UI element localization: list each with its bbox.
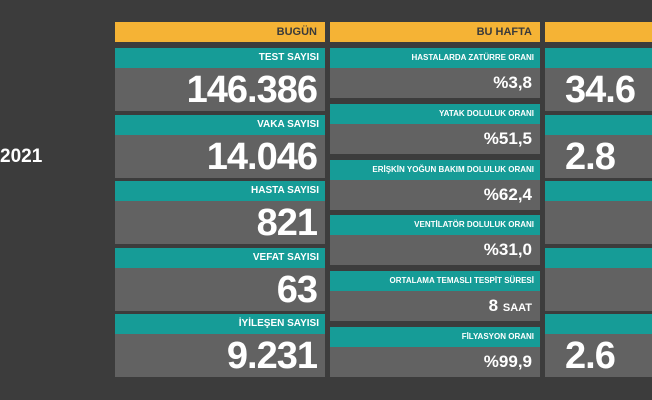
item-value: 14.046: [115, 134, 325, 178]
item-value: 146.386: [115, 68, 325, 111]
item-label: [545, 114, 652, 135]
item-value: %31,0: [483, 240, 532, 260]
item-value: 9.231: [115, 334, 325, 377]
item-label: FİLYASYON ORANI: [330, 327, 540, 347]
item-value: %51,5: [483, 128, 532, 148]
item-label: VEFAT SAYISI: [115, 247, 325, 268]
item-value-box: [545, 334, 652, 377]
item-label: [545, 247, 652, 268]
item-value-box: [545, 267, 652, 311]
item-label: VENTİLATÖR DOLULUK ORANI: [330, 215, 540, 236]
item-value: 34.6: [565, 69, 636, 111]
item-value: 8: [488, 296, 499, 316]
item-label: İYİLEŞEN SAYISI: [115, 314, 325, 334]
column-header: BUGÜN: [115, 22, 325, 42]
column-header: [545, 22, 652, 42]
item-value: 2.6: [565, 335, 616, 377]
item-label: HASTALARDA ZATÜRRE ORANI: [330, 48, 540, 68]
item-label: VAKA SAYISI: [115, 114, 325, 135]
item-value: %3,8: [493, 73, 532, 92]
item-value-box: %62,4: [330, 179, 540, 210]
item-label: [545, 314, 652, 334]
year: 2021: [0, 146, 43, 167]
item-value-box: %3,8: [330, 68, 540, 98]
item-label: [545, 48, 652, 68]
item-label: YATAK DOLULUK ORANI: [330, 103, 540, 124]
item-value-box: %51,5: [330, 123, 540, 154]
item-label: ORTALAMA TEMASLI TESPİT SÜRESİ: [330, 271, 540, 292]
item-value-box: %31,0: [330, 235, 540, 266]
item-value-box: [545, 134, 652, 178]
item-value: 2.8: [565, 135, 616, 178]
item-value-box: 8 SAAT: [330, 291, 540, 322]
item-value: 63: [115, 267, 325, 311]
item-value: %99,9: [483, 352, 532, 371]
item-label: HASTA SAYISI: [115, 181, 325, 201]
column-header: BU HAFTA: [330, 22, 540, 42]
item-label: ERİŞKİN YOĞUN BAKIM DOLULUK ORANI: [330, 159, 540, 180]
item-value-box: %99,9: [330, 347, 540, 377]
item-value-box: [545, 201, 652, 244]
item-value-box: [545, 68, 652, 111]
item-unit: SAAT: [502, 302, 532, 315]
item-label: TEST SAYISI: [115, 48, 325, 68]
item-value: %62,4: [483, 184, 532, 204]
item-label: [545, 181, 652, 201]
item-value: 821: [115, 201, 325, 244]
